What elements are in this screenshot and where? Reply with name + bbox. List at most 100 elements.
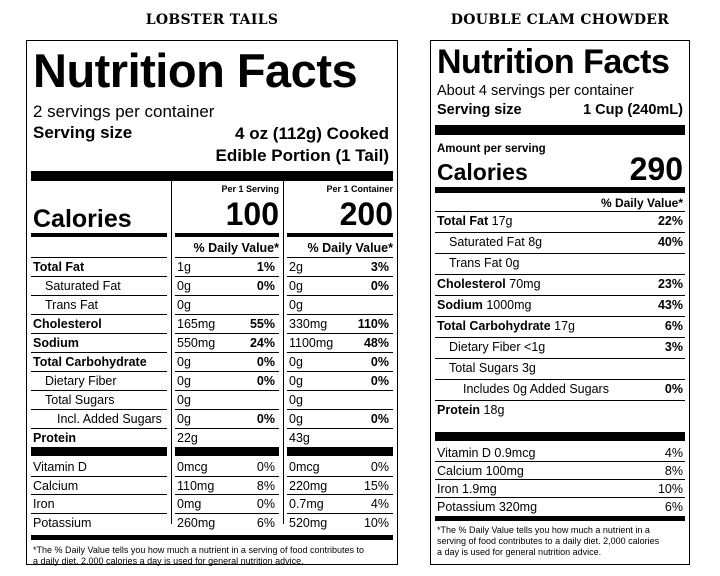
row-divider [287,257,393,258]
nutrient-name: Incl. Added Sugars [57,412,162,426]
serving-percent: 0% [256,497,275,511]
nutrient-name: Sodium [437,298,483,312]
serving-percent: 55% [249,317,275,331]
row-divider [31,276,167,277]
row-divider [175,295,279,296]
container-amount: 330mg [289,317,328,331]
nutrient-percent: 0% [664,382,683,396]
row-divider [287,295,393,296]
calories-per-container: 200 [339,196,393,232]
nutrient-percent: 3% [664,340,683,354]
row-divider [175,475,279,477]
nutrient-name: Trans Fat [45,298,99,312]
row-divider [435,295,685,296]
medium-divider [287,233,393,237]
column-divider [171,181,172,524]
daily-value-header: % Daily Value* [307,241,393,255]
footnote-line: a daily diet. 2,000 calories a day is us… [33,556,304,566]
nutrient-name: Sodium [33,336,79,350]
container-percent: 0% [370,374,389,388]
nutrient-row-label: Trans Fat 0g [449,257,519,270]
container-amount: 0g [289,393,303,407]
nutrient-name: Total Sugars [45,393,115,407]
lobster-nutrition-label: Nutrition Facts 2 servings per container… [26,40,398,566]
thick-divider [287,447,393,456]
nutrient-name: Total Fat [33,260,85,274]
row-divider [435,497,685,498]
serving-percent: 6% [256,515,275,530]
serving-percent: 0% [256,355,275,369]
row-divider [287,276,393,277]
row-divider [287,352,393,353]
nutrient-name: Dietary Fiber [449,340,521,354]
nutrient-row-label: Total Sugars 3g [449,362,536,375]
row-divider [175,352,279,353]
container-amount: 220mg [289,478,328,493]
serving-amount: 0g [177,393,191,407]
nutrient-row-label: Saturated Fat 8g [449,236,542,249]
medium-divider [31,233,167,237]
row-divider [287,512,393,514]
serving-percent: 0% [256,412,275,426]
serving-amount: 0g [177,279,191,293]
container-percent: 0% [370,355,389,369]
nutrient-amount: 3g [521,361,536,375]
serving-amount: 0mcg [177,460,208,474]
nutrient-name: Total Fat [437,214,489,228]
row-divider [31,333,167,334]
vitamin-percent: 6% [664,500,683,514]
lobster-heading: LOBSTER TAILS [145,12,279,28]
serving-size-line1: 4 oz (112g) Cooked [235,124,389,143]
serving-percent: 24% [249,336,275,350]
row-divider [31,295,167,296]
row-divider [175,276,279,277]
nutrient-percent: 22% [657,214,683,228]
medium-divider [175,233,279,237]
container-percent: 110% [357,317,389,331]
row-divider [175,257,279,258]
container-amount: 0.7mg [289,497,324,511]
nutrient-amount: 70mg [509,277,541,291]
container-amount: 43g [289,431,310,445]
row-divider [175,390,279,391]
serving-amount: 1g [177,260,191,274]
nutrient-amount: 18g [483,403,505,417]
serving-size-value: 1 Cup (240mL) [583,102,683,118]
nutrient-name: Saturated Fat [45,279,121,293]
nutrient-row-label: Total Carbohydrate 17g [437,320,575,333]
row-divider [175,512,279,514]
serving-amount: 110mg [177,478,215,493]
nutrient-amount: 17g [554,319,576,333]
container-amount: 2g [289,260,303,274]
container-amount: 0g [289,355,303,369]
calories-label: Calories [437,159,528,185]
row-divider [175,409,279,410]
nutrient-amount: <1g [524,340,546,354]
amount-per-serving: Amount per serving [437,143,546,155]
serving-amount: 550mg [177,336,216,350]
daily-value-header: % Daily Value* [193,241,279,255]
row-divider [435,232,685,233]
serving-percent: 1% [256,260,275,274]
container-percent: 0% [370,460,389,474]
row-divider [435,400,685,401]
nutrient-row-label: Includes 0g Added Sugars [463,383,609,396]
row-divider [287,333,393,334]
nutrient-name: Cholesterol [33,317,102,331]
footnote-line: *The % Daily Value tells you how much a … [33,545,365,555]
nutrient-name: Total Carbohydrate [437,319,551,333]
container-amount: 520mg [289,515,328,530]
footnote-line: a day is used for general nutrition advi… [437,547,602,557]
nutrient-percent: 6% [664,319,683,333]
thick-divider [435,125,685,135]
row-divider [435,316,685,317]
footnote-line: serving of food contributes to a daily d… [437,536,660,546]
per-serving-header: Per 1 Serving [221,184,279,194]
nutrient-name: Includes 0g Added Sugars [463,382,609,396]
row-divider [31,512,167,514]
vitamin-name: Vitamin D [33,460,87,474]
vitamin-percent: 4% [664,446,683,460]
vitamin-name: Calcium [33,478,79,493]
row-divider [31,352,167,353]
row-divider [175,494,279,495]
